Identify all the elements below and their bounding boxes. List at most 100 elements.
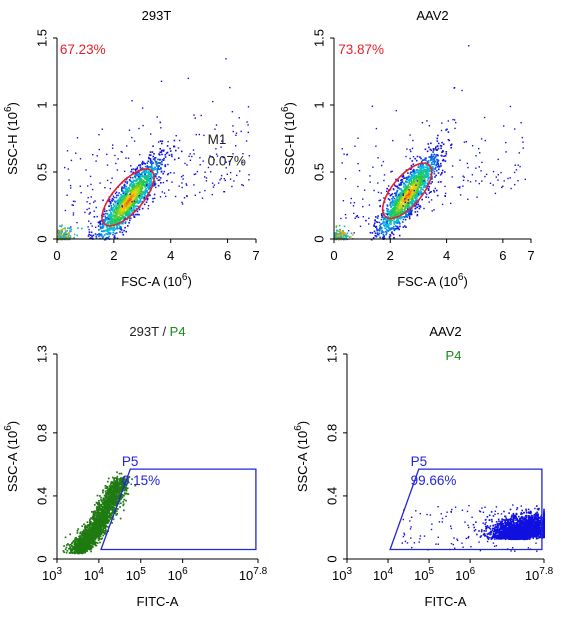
scatter-point [113, 217, 115, 219]
scatter-point [434, 163, 436, 165]
scatter-point [95, 233, 97, 235]
scatter-point [479, 166, 480, 167]
scatter-point [510, 106, 511, 107]
scatter-point [412, 199, 414, 201]
scatter-point [125, 207, 127, 209]
scatter-point [422, 173, 424, 175]
scatter-point [126, 200, 128, 202]
scatter-point [174, 159, 176, 161]
scatter-point [141, 180, 143, 182]
scatter-point [420, 187, 422, 189]
scatter-point [125, 188, 127, 190]
scatter-point [77, 137, 78, 138]
scatter-point [202, 198, 203, 199]
scatter-point [358, 217, 359, 218]
scatter-point [345, 236, 347, 238]
scatter-point [417, 171, 419, 173]
scatter-point [158, 165, 160, 167]
scatter-point [148, 157, 150, 159]
scatter-point [171, 182, 172, 183]
scatter-point [390, 221, 392, 223]
scatter-point [153, 153, 155, 155]
scatter-point [195, 117, 196, 118]
scatter-point [140, 186, 142, 188]
scatter-point [525, 179, 526, 180]
scatter-point [387, 214, 388, 215]
scatter-point [73, 212, 74, 213]
scatter-point [129, 220, 131, 222]
scatter-point [123, 212, 125, 214]
scatter-point [118, 218, 120, 220]
scatter-point [134, 201, 135, 202]
scatter-point [357, 186, 358, 187]
scatter-point [134, 185, 136, 187]
scatter-point [246, 140, 247, 141]
scatter-point [402, 176, 404, 178]
scatter-point [448, 120, 449, 121]
scatter-point [124, 187, 126, 189]
scatter-point [403, 177, 405, 179]
scatter-point [73, 201, 74, 202]
scatter-point [148, 180, 150, 182]
scatter-point [404, 198, 405, 199]
scatter-point [126, 203, 128, 205]
scatter-point [424, 159, 426, 161]
scatter-point [137, 167, 138, 168]
scatter-point [395, 204, 397, 206]
scatter-point [71, 160, 72, 161]
scatter-point [160, 196, 161, 197]
scatter-point [144, 174, 145, 175]
scatter-point [152, 198, 154, 200]
scatter-point [75, 537, 77, 539]
scatter-point [248, 174, 249, 175]
scatter-point [66, 547, 68, 549]
scatter-point [415, 211, 417, 213]
scatter-point [514, 128, 515, 129]
scatter-point [97, 155, 98, 156]
scatter-point [128, 187, 130, 189]
scatter-point [137, 201, 139, 203]
scatter-point [408, 179, 410, 181]
scatter-point [104, 187, 105, 188]
scatter-point [413, 186, 415, 188]
scatter-point [376, 226, 378, 228]
scatter-point [137, 175, 139, 177]
scatter-point [400, 209, 402, 211]
scatter-point [113, 196, 114, 197]
scatter-point [235, 145, 236, 146]
scatter-point [91, 196, 92, 197]
scatter-point [170, 172, 171, 173]
scatter-point [155, 173, 157, 175]
scatter-point [407, 177, 409, 179]
scatter-point [193, 149, 194, 150]
scatter-point [221, 175, 222, 176]
scatter-point [126, 186, 128, 188]
scatter-point [169, 148, 171, 150]
scatter-point [357, 138, 358, 139]
scatter-point [77, 227, 79, 229]
scatter-point [436, 138, 438, 140]
scatter-point [246, 121, 247, 122]
scatter-point [475, 180, 476, 181]
scatter-point [147, 161, 149, 163]
scatter-point [428, 177, 430, 179]
scatter-point [399, 197, 401, 199]
scatter-point [422, 189, 424, 191]
scatter-point [181, 202, 182, 203]
scatter-point [68, 168, 69, 169]
scatter-point [215, 148, 216, 149]
scatter-point [409, 158, 410, 159]
scatter-point [415, 175, 417, 177]
scatter-point [413, 177, 415, 179]
scatter-point [432, 151, 434, 153]
scatter-point [377, 157, 378, 158]
scatter-point [437, 155, 439, 157]
scatter-point [134, 216, 136, 218]
scatter-point [397, 227, 399, 229]
scatter-point [178, 147, 179, 148]
scatter-point [212, 101, 213, 102]
scatter-point [120, 200, 122, 202]
scatter-point [419, 208, 421, 210]
scatter-point [519, 152, 520, 153]
scatter-point [89, 213, 90, 214]
